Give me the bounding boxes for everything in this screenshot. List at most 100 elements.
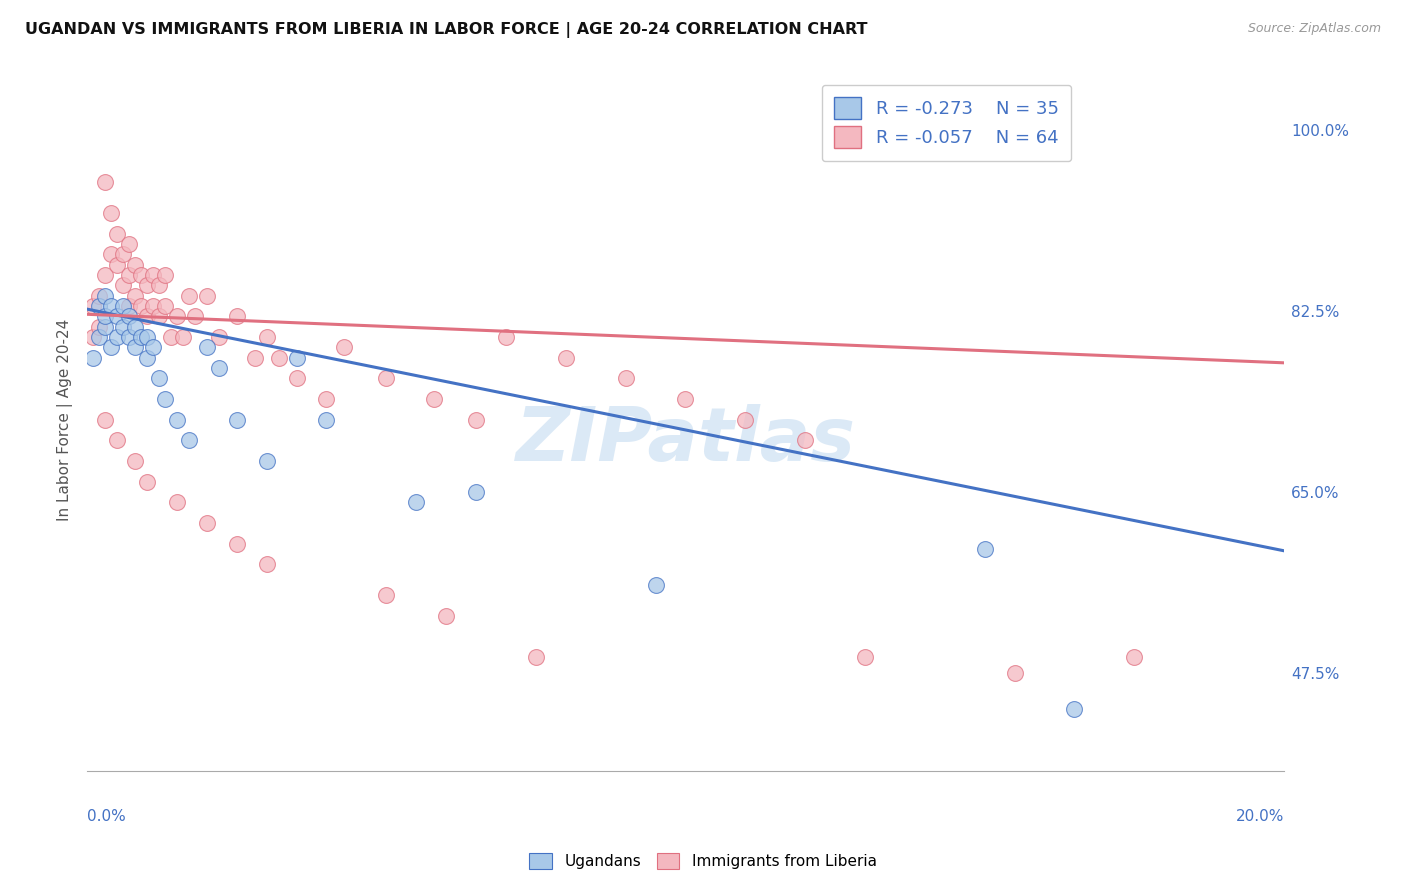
Point xyxy=(166,412,188,426)
Point xyxy=(124,258,146,272)
Text: UGANDAN VS IMMIGRANTS FROM LIBERIA IN LABOR FORCE | AGE 20-24 CORRELATION CHART: UGANDAN VS IMMIGRANTS FROM LIBERIA IN LA… xyxy=(25,22,868,38)
Point xyxy=(208,361,231,376)
Point xyxy=(495,330,517,344)
Point xyxy=(225,412,247,426)
Text: 0.0%: 0.0% xyxy=(87,809,125,824)
Point xyxy=(142,340,165,354)
Legend: Ugandans, Immigrants from Liberia: Ugandans, Immigrants from Liberia xyxy=(523,847,883,875)
Point xyxy=(94,175,117,189)
Point xyxy=(166,310,188,324)
Point xyxy=(315,412,337,426)
Point xyxy=(100,299,122,313)
Point xyxy=(973,541,995,556)
Point xyxy=(87,319,110,334)
Point xyxy=(124,319,146,334)
Point xyxy=(82,330,104,344)
Point xyxy=(256,330,278,344)
Point xyxy=(87,330,110,344)
Point xyxy=(105,434,128,448)
Point xyxy=(554,351,576,365)
Point xyxy=(82,299,104,313)
Text: ZIPatlas: ZIPatlas xyxy=(516,404,855,477)
Point xyxy=(142,299,165,313)
Point xyxy=(225,310,247,324)
Point xyxy=(94,319,117,334)
Point xyxy=(111,299,134,313)
Point xyxy=(105,258,128,272)
Point xyxy=(256,454,278,468)
Point xyxy=(100,247,122,261)
Point xyxy=(87,288,110,302)
Point xyxy=(105,330,128,344)
Point xyxy=(129,330,152,344)
Point xyxy=(94,268,117,282)
Point xyxy=(794,434,817,448)
Point xyxy=(177,434,200,448)
Point xyxy=(208,330,231,344)
Text: Source: ZipAtlas.com: Source: ZipAtlas.com xyxy=(1247,22,1381,36)
Point xyxy=(94,288,117,302)
Point xyxy=(375,588,398,602)
Point xyxy=(333,340,356,354)
Point xyxy=(160,330,183,344)
Point xyxy=(129,299,152,313)
Point xyxy=(465,412,488,426)
Point xyxy=(135,351,157,365)
Point xyxy=(135,475,157,489)
Y-axis label: In Labor Force | Age 20-24: In Labor Force | Age 20-24 xyxy=(58,318,73,521)
Point xyxy=(644,578,666,592)
Point xyxy=(135,310,157,324)
Point xyxy=(105,227,128,241)
Point xyxy=(135,278,157,293)
Point xyxy=(195,516,218,530)
Point xyxy=(153,299,176,313)
Point xyxy=(148,278,170,293)
Point xyxy=(118,330,141,344)
Point xyxy=(118,299,141,313)
Point xyxy=(434,608,457,623)
Point xyxy=(195,340,218,354)
Point xyxy=(124,288,146,302)
Point xyxy=(225,536,247,550)
Point xyxy=(1123,650,1146,665)
Point xyxy=(1063,702,1085,716)
Point xyxy=(111,319,134,334)
Point xyxy=(153,268,176,282)
Point xyxy=(148,371,170,385)
Point xyxy=(100,206,122,220)
Point xyxy=(524,650,547,665)
Point xyxy=(111,247,134,261)
Point xyxy=(315,392,337,406)
Point xyxy=(142,268,165,282)
Point xyxy=(614,371,637,385)
Point xyxy=(153,392,176,406)
Point xyxy=(87,299,110,313)
Point xyxy=(94,412,117,426)
Point xyxy=(118,237,141,252)
Point xyxy=(285,351,308,365)
Point xyxy=(105,310,128,324)
Point xyxy=(135,330,157,344)
Point xyxy=(100,340,122,354)
Point xyxy=(82,351,104,365)
Point xyxy=(124,454,146,468)
Point xyxy=(172,330,194,344)
Text: 20.0%: 20.0% xyxy=(1236,809,1284,824)
Point xyxy=(111,278,134,293)
Point xyxy=(375,371,398,385)
Point xyxy=(256,557,278,571)
Point xyxy=(675,392,697,406)
Point xyxy=(124,340,146,354)
Point xyxy=(118,268,141,282)
Point xyxy=(148,310,170,324)
Point xyxy=(1004,665,1026,680)
Point xyxy=(405,495,427,509)
Point xyxy=(243,351,266,365)
Point xyxy=(267,351,290,365)
Point xyxy=(465,484,488,499)
Legend: R = -0.273    N = 35, R = -0.057    N = 64: R = -0.273 N = 35, R = -0.057 N = 64 xyxy=(821,85,1071,161)
Point xyxy=(177,288,200,302)
Point xyxy=(285,371,308,385)
Point xyxy=(166,495,188,509)
Point xyxy=(734,412,756,426)
